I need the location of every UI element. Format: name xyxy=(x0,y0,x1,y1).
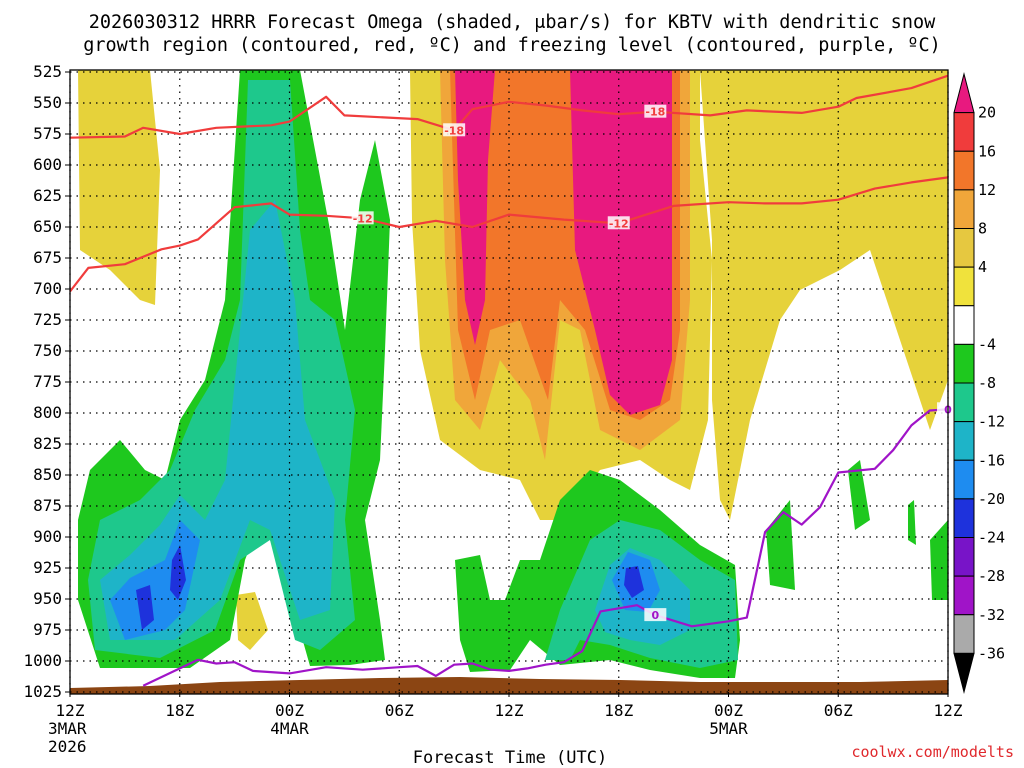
y-tick-label: 625 xyxy=(33,186,62,205)
x-tick-label: 00Z xyxy=(275,701,304,720)
colorbar: 20 16 12 8 4 -4 -8 -12 -16 -20 -24 -28 -32 -36 xyxy=(953,72,1005,694)
omega-region-yellow-right xyxy=(700,70,948,520)
omega-region-green-patch-4 xyxy=(930,520,948,600)
colorbar-swatch xyxy=(953,150,975,191)
y-tick-label: 750 xyxy=(33,341,62,360)
y-tick-label: 650 xyxy=(33,217,62,236)
omega-region-navy-right xyxy=(624,566,644,598)
y-tick-label: 700 xyxy=(33,279,62,298)
colorbar-swatch xyxy=(953,498,975,538)
y-tick-label: 925 xyxy=(33,558,62,577)
x-tick-label: 12Z xyxy=(934,701,963,720)
y-axis: 525 550 575 600 625 650 675 700 725 750 775 800 825 8… xyxy=(23,62,70,701)
y-tick-label: 900 xyxy=(33,527,62,546)
colorbar-swatch xyxy=(953,266,975,307)
credit-text: coolwx.com/modelts xyxy=(851,743,1014,761)
omega-region-navy-left xyxy=(136,545,186,630)
colorbar-label: -8 xyxy=(978,374,996,392)
y-tick-label: 850 xyxy=(33,465,62,484)
isotherm-line-2 xyxy=(69,176,949,293)
y-tick-label: 1000 xyxy=(23,651,62,670)
isotherm-line-1 xyxy=(69,74,949,139)
colorbar-swatch xyxy=(953,112,975,152)
isotherm-label-bg xyxy=(607,216,630,230)
colorbar-label: -32 xyxy=(978,606,1005,624)
colorbar-swatch xyxy=(953,343,975,384)
colorbar-label: -12 xyxy=(978,413,1005,431)
x-tick-label: 5MAR xyxy=(709,719,748,738)
colorbar-label: 8 xyxy=(978,220,987,238)
colorbar-label: -28 xyxy=(978,567,1005,585)
y-tick-label: 800 xyxy=(33,403,62,422)
colorbar-label: -16 xyxy=(978,451,1005,469)
omega-region-magenta-right xyxy=(570,70,672,415)
colorbar-label: -4 xyxy=(978,335,996,353)
x-axis-title: Forecast Time (UTC) xyxy=(413,748,607,768)
colorbar-swatch xyxy=(953,459,975,500)
omega-region-green-patch-2 xyxy=(848,460,870,530)
isotherm-label-bg xyxy=(644,104,667,118)
colorbar-swatch xyxy=(953,228,975,268)
x-tick-label: 12Z xyxy=(495,701,524,720)
isotherm-label-bg xyxy=(351,211,374,225)
y-tick-label: 550 xyxy=(33,93,62,112)
colorbar-swatch xyxy=(953,575,975,616)
isotherm-label: -12 xyxy=(609,217,629,230)
chart-title-line-1: 2026030312 HRRR Forecast Omega (shaded, … xyxy=(89,12,936,33)
x-tick-label: 00Z xyxy=(714,701,743,720)
colorbar-swatch xyxy=(953,382,975,423)
isotherm-label: -18 xyxy=(444,124,464,137)
omega-region-cyan-left xyxy=(100,200,335,640)
colorbar-swatch xyxy=(953,421,975,461)
colorbar-swatch xyxy=(953,189,975,229)
omega-region-yellow-small xyxy=(236,592,268,650)
isotherm-label-bg xyxy=(644,608,667,622)
colorbar-label: -20 xyxy=(978,490,1005,508)
colorbar-swatch xyxy=(953,72,975,114)
colorbar-swatch xyxy=(953,305,975,345)
x-tick-label: 12Z xyxy=(56,701,85,720)
colorbar-swatch xyxy=(953,614,975,654)
isotherm-label: -18 xyxy=(645,106,665,119)
colorbar-label: 12 xyxy=(978,181,996,199)
colorbar-label: 4 xyxy=(978,258,987,276)
isotherm-label: 0 xyxy=(652,609,660,622)
y-tick-label: 600 xyxy=(33,155,62,174)
isotherm-label: -12 xyxy=(353,212,373,225)
y-tick-label: 825 xyxy=(33,434,62,453)
y-tick-label: 575 xyxy=(33,124,62,143)
y-tick-label: 875 xyxy=(33,496,62,515)
isotherm-label-bg xyxy=(443,123,466,137)
y-tick-label: 975 xyxy=(33,620,62,639)
colorbar-swatch xyxy=(953,652,975,694)
isotherm-line-3 xyxy=(142,408,949,687)
omega-shading xyxy=(70,70,948,694)
colorbar-label: -36 xyxy=(978,644,1005,662)
x-tick-label: 18Z xyxy=(604,701,633,720)
y-tick-label: 1025 xyxy=(23,682,62,701)
y-tick-label: 525 xyxy=(33,62,62,81)
colorbar-swatch xyxy=(953,537,975,577)
x-tick-label: 3MAR xyxy=(48,719,87,738)
y-tick-label: 950 xyxy=(33,589,62,608)
colorbar-label: 20 xyxy=(978,104,996,122)
omega-region-green-patch-3 xyxy=(908,500,916,545)
x-tick-label: 2026 xyxy=(48,737,87,756)
colorbar-label: 16 xyxy=(978,142,996,160)
x-tick-label: 4MAR xyxy=(270,719,309,738)
chart-title-line-2: growth region (contoured, red, ºC) and f… xyxy=(83,35,941,56)
x-tick-label: 06Z xyxy=(824,701,853,720)
x-tick-label: 06Z xyxy=(385,701,414,720)
omega-region-magenta-left xyxy=(455,70,495,345)
colorbar-label: -24 xyxy=(978,529,1005,547)
y-tick-label: 675 xyxy=(33,248,62,267)
y-tick-label: 725 xyxy=(33,310,62,329)
y-tick-label: 775 xyxy=(33,372,62,391)
x-tick-label: 18Z xyxy=(165,701,194,720)
